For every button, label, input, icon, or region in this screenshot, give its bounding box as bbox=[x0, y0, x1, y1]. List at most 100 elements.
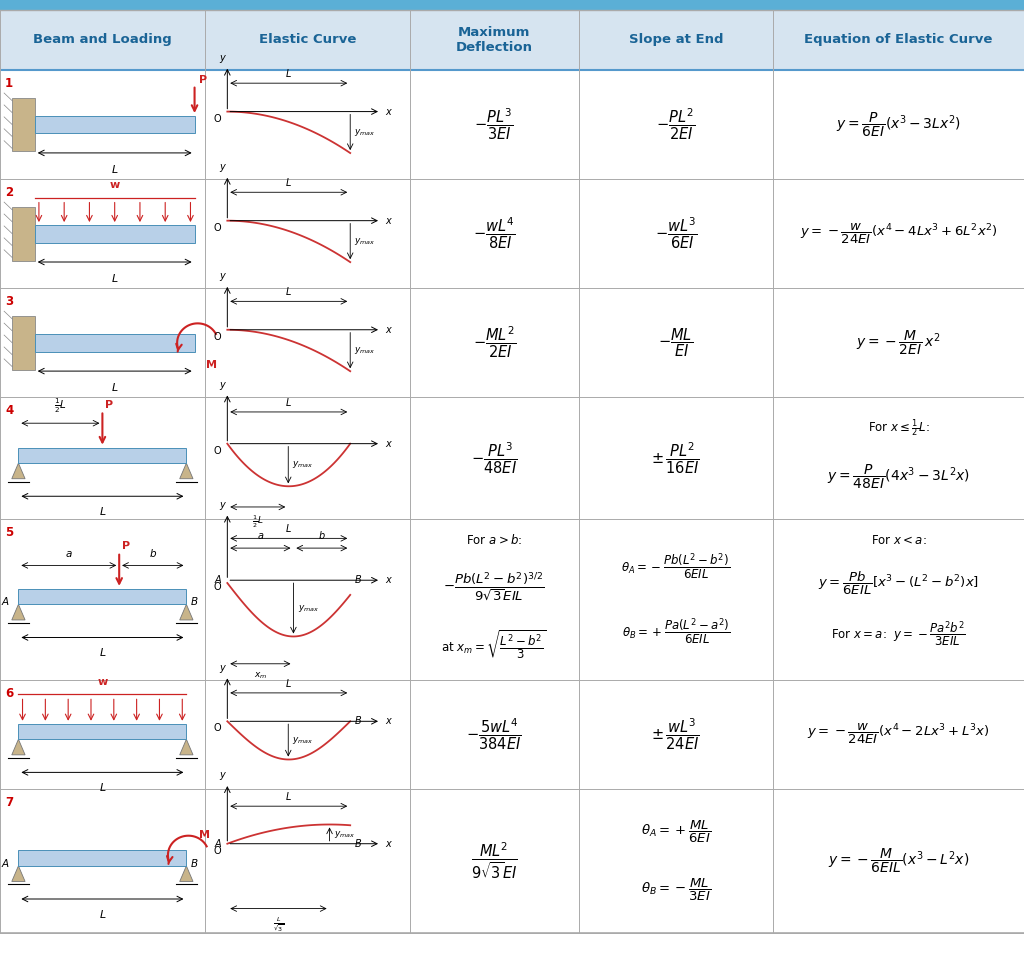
Text: Maximum
Deflection: Maximum Deflection bbox=[456, 26, 532, 54]
Text: $L$: $L$ bbox=[111, 381, 119, 393]
Text: $b$: $b$ bbox=[148, 546, 157, 559]
Text: B: B bbox=[354, 839, 361, 848]
Bar bbox=[18, 588, 186, 604]
Text: w: w bbox=[97, 677, 108, 687]
Text: 7: 7 bbox=[5, 796, 13, 808]
Text: y: y bbox=[219, 271, 225, 281]
Text: P: P bbox=[105, 399, 114, 410]
Text: M: M bbox=[206, 360, 217, 370]
Text: y: y bbox=[219, 500, 225, 509]
Polygon shape bbox=[12, 866, 25, 881]
Text: 3: 3 bbox=[5, 295, 13, 308]
Text: O: O bbox=[214, 446, 221, 456]
Bar bbox=[18, 850, 186, 866]
Text: $-\dfrac{PL^2}{2EI}$: $-\dfrac{PL^2}{2EI}$ bbox=[656, 107, 695, 142]
Text: A: A bbox=[1, 597, 8, 608]
Text: P: P bbox=[199, 75, 207, 85]
Text: $y_{max}$: $y_{max}$ bbox=[354, 345, 376, 356]
Text: $L$: $L$ bbox=[286, 396, 292, 408]
Text: $\frac{L}{\sqrt{3}}$: $\frac{L}{\sqrt{3}}$ bbox=[272, 916, 285, 933]
Text: x: x bbox=[385, 324, 391, 335]
Text: $-\dfrac{wL^3}{6EI}$: $-\dfrac{wL^3}{6EI}$ bbox=[654, 216, 697, 251]
Text: M: M bbox=[199, 830, 210, 840]
Polygon shape bbox=[12, 464, 25, 479]
Text: $y=\dfrac{P}{48EI}(4x^3-3L^2x)$: $y=\dfrac{P}{48EI}(4x^3-3L^2x)$ bbox=[827, 463, 970, 491]
Text: y: y bbox=[219, 162, 225, 172]
Text: $L$: $L$ bbox=[111, 272, 119, 283]
Text: O: O bbox=[214, 114, 221, 124]
Polygon shape bbox=[12, 604, 25, 620]
Text: B: B bbox=[190, 859, 198, 869]
Bar bbox=[12, 206, 35, 260]
Text: x: x bbox=[385, 716, 391, 727]
Text: $x_m$: $x_m$ bbox=[254, 671, 267, 681]
Text: $\dfrac{ML^2}{9\sqrt{3}EI}$: $\dfrac{ML^2}{9\sqrt{3}EI}$ bbox=[471, 841, 517, 881]
Text: x: x bbox=[385, 215, 391, 226]
Polygon shape bbox=[12, 739, 25, 755]
Text: x: x bbox=[385, 576, 391, 585]
Text: B: B bbox=[354, 576, 361, 585]
Text: For $x<a$:: For $x<a$: bbox=[870, 534, 927, 546]
Text: y: y bbox=[219, 380, 225, 390]
Text: $L$: $L$ bbox=[98, 908, 106, 919]
Text: $L$: $L$ bbox=[98, 781, 106, 793]
Text: A: A bbox=[215, 839, 221, 848]
Text: $\pm\,\dfrac{wL^3}{24EI}$: $\pm\,\dfrac{wL^3}{24EI}$ bbox=[651, 717, 700, 752]
Text: $\pm\,\dfrac{PL^2}{16EI}$: $\pm\,\dfrac{PL^2}{16EI}$ bbox=[651, 440, 700, 476]
Text: $L$: $L$ bbox=[286, 677, 292, 689]
Text: 6: 6 bbox=[5, 687, 13, 699]
Text: O: O bbox=[214, 724, 221, 733]
Text: 2: 2 bbox=[5, 186, 13, 199]
Text: $y_{max}$: $y_{max}$ bbox=[298, 603, 318, 614]
Text: For $x\leq\frac{1}{2}L$:: For $x\leq\frac{1}{2}L$: bbox=[867, 417, 930, 438]
Bar bbox=[18, 724, 186, 739]
Text: $-\dfrac{Pb(L^2-b^2)^{3/2}}{9\sqrt{3}EIL}$: $-\dfrac{Pb(L^2-b^2)^{3/2}}{9\sqrt{3}EIL… bbox=[443, 570, 545, 603]
Text: $y_{max}$: $y_{max}$ bbox=[334, 829, 355, 840]
Bar bbox=[35, 225, 195, 243]
Polygon shape bbox=[180, 604, 193, 620]
Text: $L$: $L$ bbox=[111, 163, 119, 174]
Text: $-\dfrac{ML^2}{2EI}$: $-\dfrac{ML^2}{2EI}$ bbox=[472, 325, 516, 360]
Text: Slope at End: Slope at End bbox=[629, 33, 723, 47]
Text: O: O bbox=[214, 845, 221, 856]
Text: $b$: $b$ bbox=[317, 529, 326, 542]
Polygon shape bbox=[180, 464, 193, 479]
Text: $-\dfrac{wL^4}{8EI}$: $-\dfrac{wL^4}{8EI}$ bbox=[473, 216, 515, 251]
Text: y: y bbox=[219, 770, 225, 780]
Text: Beam and Loading: Beam and Loading bbox=[33, 33, 172, 47]
Text: x: x bbox=[385, 438, 391, 449]
Text: $a$: $a$ bbox=[257, 531, 264, 542]
Text: $y_{max}$: $y_{max}$ bbox=[292, 460, 313, 470]
Text: $-\dfrac{5wL^4}{384EI}$: $-\dfrac{5wL^4}{384EI}$ bbox=[466, 717, 522, 752]
Text: $-\dfrac{PL^3}{48EI}$: $-\dfrac{PL^3}{48EI}$ bbox=[471, 440, 517, 476]
Text: $L$: $L$ bbox=[98, 506, 106, 517]
Text: A: A bbox=[1, 859, 8, 869]
Text: Elastic Curve: Elastic Curve bbox=[258, 33, 356, 47]
Text: P: P bbox=[122, 541, 130, 551]
Text: x: x bbox=[385, 839, 391, 848]
Text: $y=-\dfrac{M}{6EIL}(x^3-L^2x)$: $y=-\dfrac{M}{6EIL}(x^3-L^2x)$ bbox=[828, 846, 969, 876]
Polygon shape bbox=[180, 866, 193, 881]
Text: O: O bbox=[214, 223, 221, 233]
Text: O: O bbox=[214, 332, 221, 342]
Bar bbox=[12, 316, 35, 370]
Bar bbox=[0, 0, 1024, 10]
Text: 4: 4 bbox=[5, 404, 13, 417]
Bar bbox=[0, 10, 1024, 70]
Text: Equation of Elastic Curve: Equation of Elastic Curve bbox=[805, 33, 992, 47]
Text: $\frac{1}{2}L$: $\frac{1}{2}L$ bbox=[54, 397, 67, 415]
Text: $-\dfrac{ML}{EI}$: $-\dfrac{ML}{EI}$ bbox=[658, 326, 693, 359]
Bar bbox=[35, 116, 195, 133]
Text: $L$: $L$ bbox=[98, 647, 106, 658]
Text: $y_{max}$: $y_{max}$ bbox=[354, 236, 376, 246]
Text: $y_{max}$: $y_{max}$ bbox=[292, 735, 313, 746]
Text: A: A bbox=[215, 576, 221, 585]
Text: 1: 1 bbox=[5, 77, 13, 90]
Text: $y=\dfrac{P}{6EI}(x^3-3Lx^2)$: $y=\dfrac{P}{6EI}(x^3-3Lx^2)$ bbox=[837, 110, 961, 139]
Text: $y_{max}$: $y_{max}$ bbox=[354, 127, 376, 137]
Text: $\theta_B=-\dfrac{ML}{3EI}$: $\theta_B=-\dfrac{ML}{3EI}$ bbox=[641, 877, 711, 903]
Text: at $x_m=\sqrt{\dfrac{L^2-b^2}{3}}$: at $x_m=\sqrt{\dfrac{L^2-b^2}{3}}$ bbox=[441, 628, 547, 660]
Text: y: y bbox=[219, 53, 225, 63]
Text: $y=-\dfrac{M}{2EI}\,x^2$: $y=-\dfrac{M}{2EI}\,x^2$ bbox=[856, 328, 941, 357]
Text: $\theta_A=+\dfrac{ML}{6EI}$: $\theta_A=+\dfrac{ML}{6EI}$ bbox=[641, 819, 711, 845]
